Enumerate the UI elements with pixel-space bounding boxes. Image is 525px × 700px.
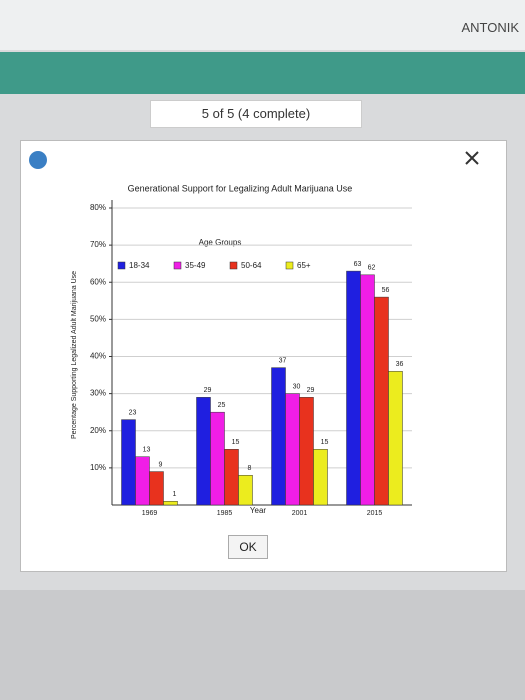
bar [238,475,253,506]
data-label: 36 [396,361,404,368]
legend-label: 50-64 [241,261,262,270]
legend-swatch [285,261,294,270]
bar [210,411,225,506]
info-icon [29,151,47,169]
data-label: 15 [321,439,329,446]
y-tick-label: 70% [90,240,106,249]
bar [149,471,164,506]
bar [271,367,286,506]
legend-swatch [117,261,126,270]
taskbar [0,590,525,700]
bar [196,397,211,506]
x-tick-label: 1985 [217,510,233,517]
x-tick-label: 2015 [367,510,383,517]
y-tick-label: 10% [90,463,106,472]
bar [346,270,361,506]
close-icon[interactable] [465,151,479,165]
legend-label: 65+ [297,261,311,270]
bar [313,449,328,506]
data-label: 37 [279,357,287,364]
data-label: 8 [248,465,252,472]
ok-button[interactable]: OK [228,535,268,559]
legend-title: Age Groups [199,238,242,247]
y-tick-label: 50% [90,314,106,323]
data-label: 29 [204,387,212,394]
bar [285,393,300,506]
y-tick-label: 80% [90,203,106,212]
y-tick-label: 40% [90,352,106,361]
progress-nav[interactable]: 5 of 5 (4 complete) [150,100,362,128]
data-label: 13 [143,447,151,454]
data-label: 9 [159,461,163,468]
x-tick-label: 1969 [142,510,158,517]
data-label: 1 [173,491,177,498]
y-tick-label: 30% [90,389,106,398]
x-tick-label: 2001 [292,510,308,517]
y-axis-label: Percentage Supporting Legalized Adult Ma… [71,271,78,439]
legend-swatch [173,261,182,270]
legend-label: 18-34 [129,261,150,270]
y-tick-label: 20% [90,426,106,435]
bar [360,274,375,506]
bar [121,419,136,506]
legend-label: 35-49 [185,261,206,270]
data-label: 25 [218,402,226,409]
bar [374,296,389,506]
bar [163,501,178,506]
bar [224,449,239,506]
chart-title: Generational Support for Legalizing Adul… [128,183,353,193]
user-name: ANTONIK [461,20,519,35]
header-band [0,52,525,94]
x-axis-label: Year [250,506,267,515]
data-label: 29 [307,387,315,394]
bar [135,456,150,506]
legend-swatch [229,261,238,270]
data-label: 62 [368,265,376,272]
data-label: 63 [354,261,362,268]
top-bar: ANTONIK [0,0,525,50]
data-label: 23 [129,409,137,416]
data-label: 56 [382,287,390,294]
bar [388,371,403,506]
bar [299,397,314,506]
data-label: 15 [232,439,240,446]
y-tick-label: 60% [90,277,106,286]
data-label: 30 [293,383,301,390]
